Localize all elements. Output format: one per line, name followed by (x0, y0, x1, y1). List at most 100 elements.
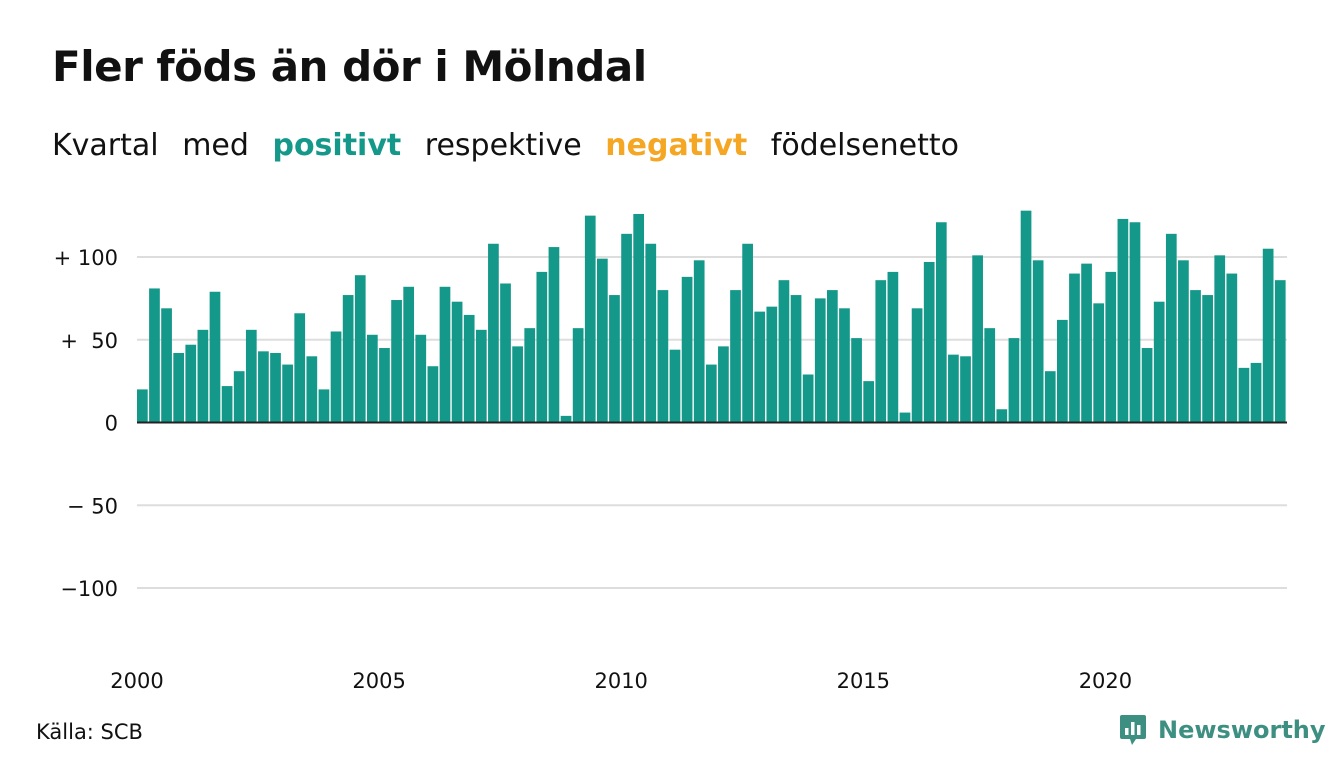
bar (270, 352, 281, 423)
x-tick-label: 2000 (110, 669, 163, 693)
y-tick-label: 0 (105, 412, 118, 436)
bar (233, 371, 245, 423)
bar (245, 329, 257, 423)
bar (742, 243, 753, 423)
bar (863, 381, 875, 423)
axes: + 100 + 50 0 − 50 −100 2000 2005 2010 2015 2020 (54, 246, 1287, 693)
bar (584, 215, 596, 423)
source-note: Källa: SCB (36, 720, 143, 744)
newsworthy-logo-icon (1120, 715, 1146, 745)
bar (1117, 218, 1129, 423)
bar (1129, 222, 1141, 423)
bar (500, 283, 511, 423)
chart-title: Fler föds än dör i Mölndal (52, 42, 647, 91)
bar (693, 260, 705, 423)
bar (827, 290, 838, 423)
bar (1069, 273, 1080, 423)
y-tick-label: −100 (60, 577, 118, 601)
bar (790, 295, 802, 423)
bar (1262, 248, 1274, 423)
bar (415, 334, 427, 423)
bar (282, 364, 293, 423)
bar (645, 243, 657, 423)
bar (705, 364, 717, 423)
bar (306, 356, 318, 423)
bar (1044, 371, 1056, 423)
bar (1105, 271, 1117, 423)
bar (657, 290, 669, 423)
bar (1226, 273, 1238, 423)
bar (766, 306, 778, 423)
bar (185, 344, 197, 423)
bar (621, 233, 632, 423)
bar (1238, 367, 1250, 423)
bar (730, 290, 741, 423)
bar (197, 329, 209, 423)
bar (597, 258, 608, 423)
bar (173, 352, 185, 423)
brand-logo: Newsworthy (1118, 712, 1326, 748)
bar (258, 351, 269, 423)
subtitle-positive-word: positivt (272, 128, 402, 163)
bar (1165, 233, 1177, 423)
bar (887, 271, 899, 423)
bar (209, 291, 221, 423)
bar (149, 288, 160, 423)
bar (451, 301, 463, 423)
brand-name: Newsworthy (1158, 716, 1326, 744)
bar (1153, 301, 1165, 423)
bar (403, 286, 415, 423)
bar (379, 348, 390, 423)
bar (923, 261, 935, 423)
bar (318, 389, 330, 423)
bar (718, 346, 729, 423)
bar (512, 346, 523, 423)
bar (488, 243, 499, 423)
bar (1141, 348, 1153, 423)
bar (330, 331, 342, 423)
bar (560, 415, 572, 423)
bar (669, 349, 681, 423)
bar (960, 356, 971, 423)
bar (1202, 295, 1213, 423)
y-tick-label: + 50 (60, 329, 118, 353)
bar (899, 412, 911, 423)
bar (948, 354, 959, 423)
bar (1008, 338, 1020, 423)
bar (875, 280, 887, 423)
chart-subtitle: Kvartal med positivt respektive negativt… (52, 128, 973, 163)
bar (633, 213, 645, 423)
bar (935, 222, 947, 423)
bar (1057, 319, 1068, 423)
bars (137, 210, 1286, 423)
bar (802, 374, 814, 423)
bar (475, 329, 487, 423)
bar (427, 366, 439, 423)
bar (367, 334, 378, 423)
bar (851, 338, 862, 423)
y-tick-label: + 100 (54, 246, 118, 270)
subtitle-part-4: födelsenetto (770, 128, 959, 163)
bar (161, 308, 172, 423)
bar (1178, 260, 1189, 423)
x-tick-label: 2005 (352, 669, 405, 693)
bar (463, 314, 475, 423)
subtitle-part-2: med (182, 128, 249, 163)
bar (1093, 303, 1105, 423)
bar (911, 308, 923, 423)
bar (1081, 263, 1092, 423)
bar (536, 271, 548, 423)
bar (137, 389, 148, 423)
bar (681, 276, 693, 423)
subtitle-part-1: Kvartal (52, 128, 159, 163)
bar (609, 295, 620, 423)
bar (984, 328, 996, 423)
x-tick-label: 2010 (594, 669, 647, 693)
bar (814, 298, 826, 423)
x-tick-label: 2020 (1079, 669, 1132, 693)
subtitle-part-3: respektive (424, 128, 582, 163)
bar (221, 386, 233, 423)
bar (439, 286, 451, 423)
bar (524, 328, 536, 423)
bar (294, 313, 306, 423)
